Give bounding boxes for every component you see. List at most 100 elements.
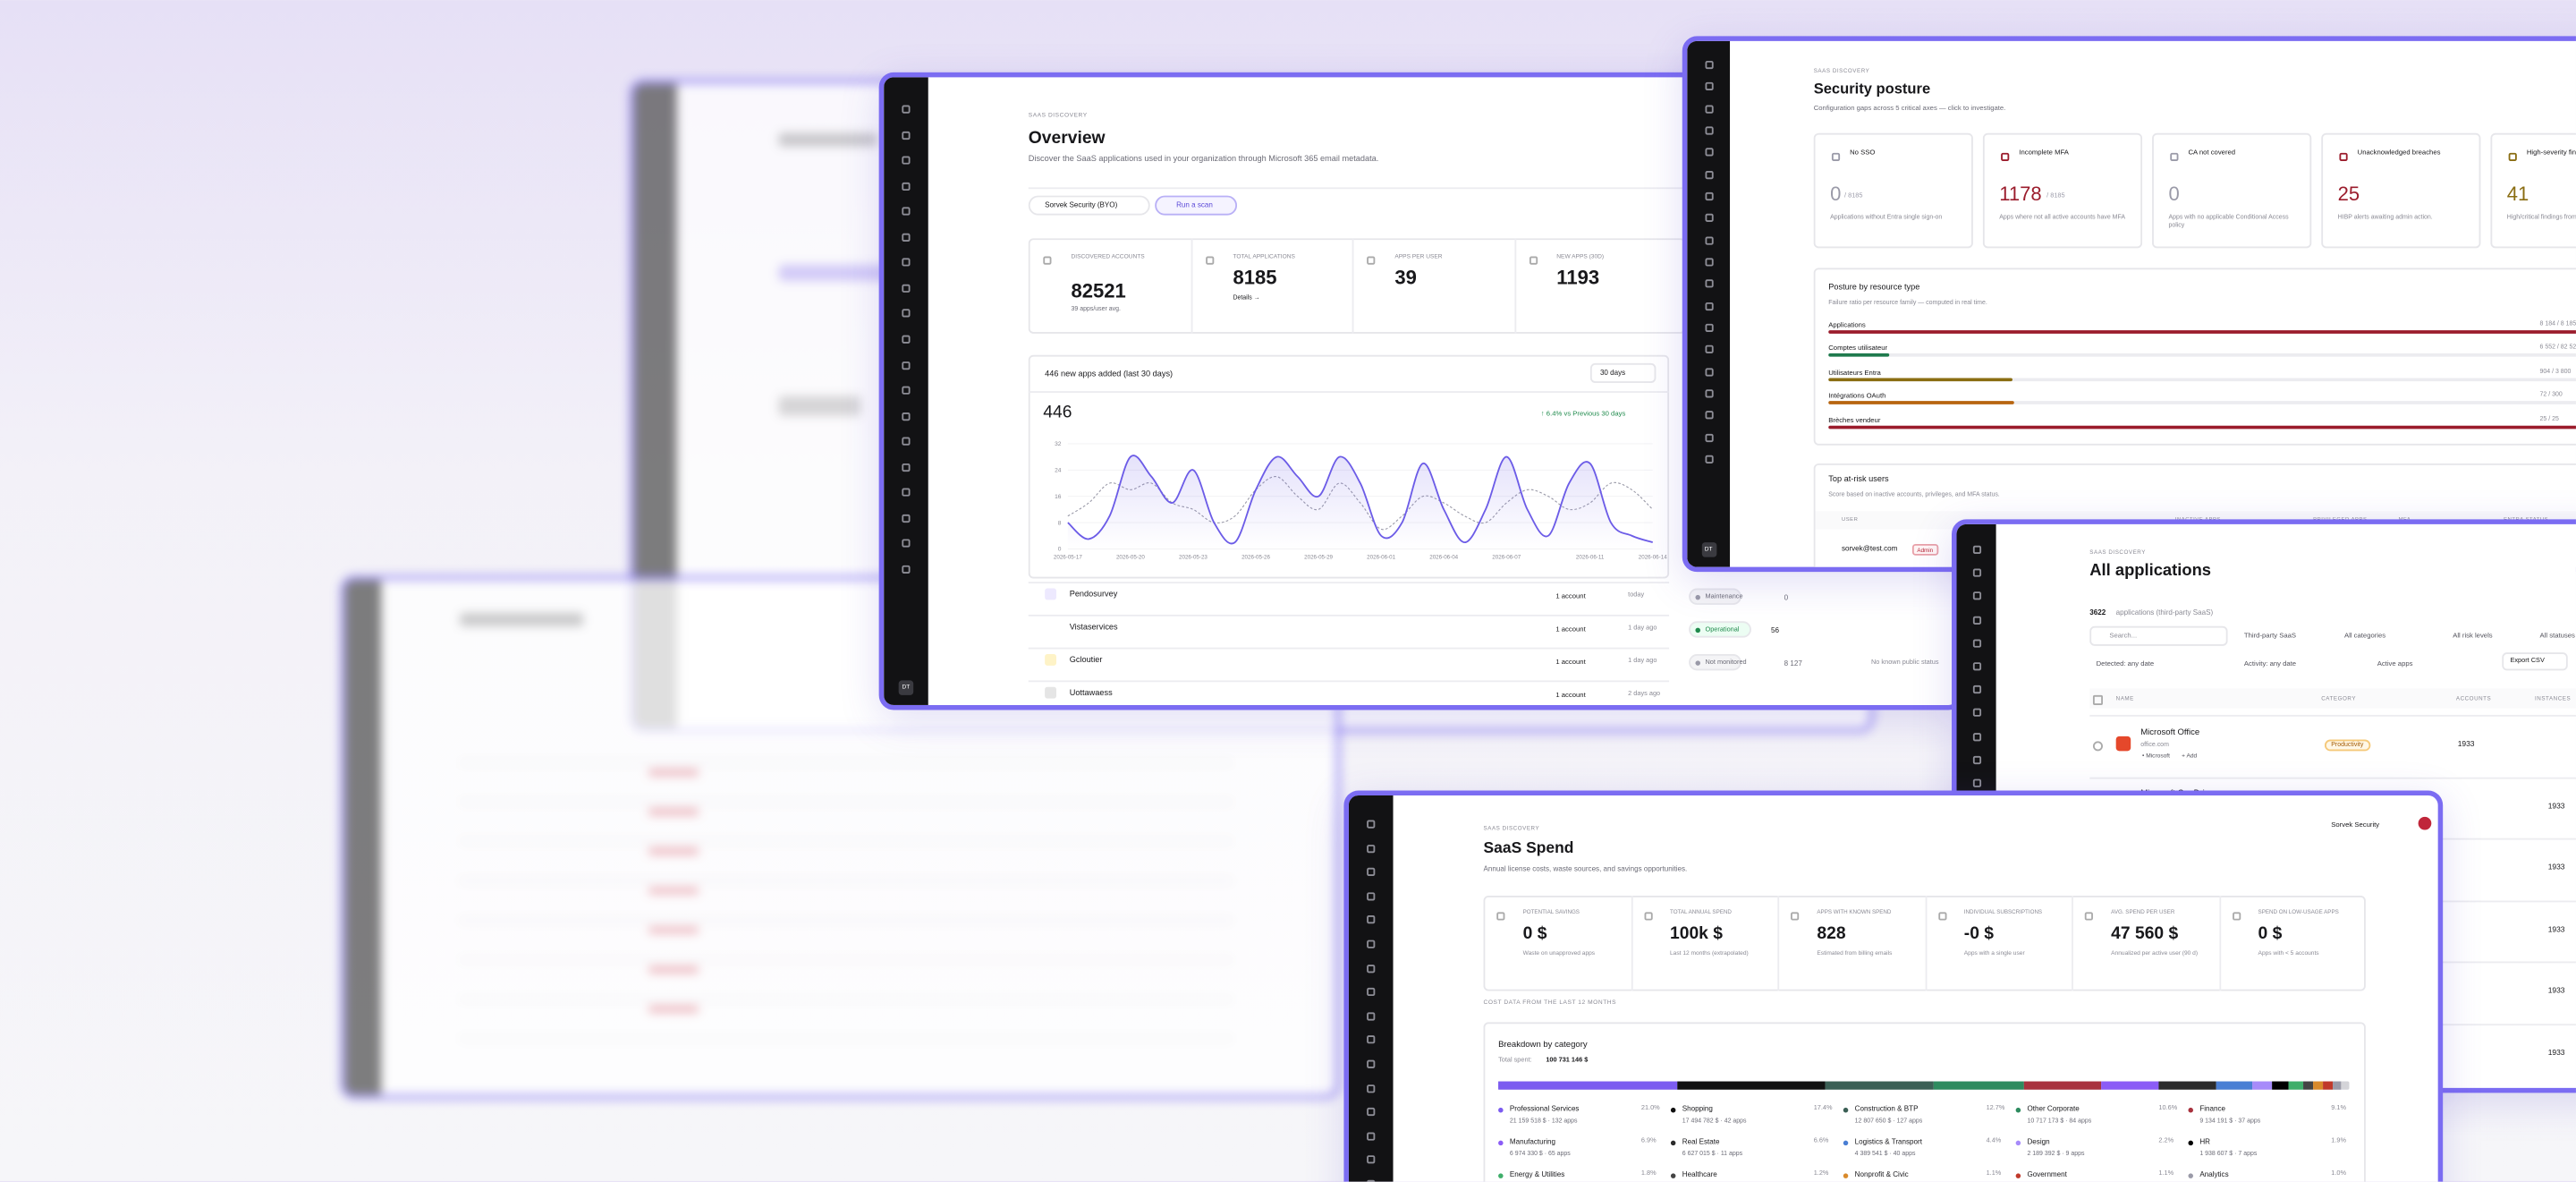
legend-dot (2015, 1139, 2021, 1145)
legend-detail: 6 627 015 $ · 11 apps (1682, 1150, 1743, 1158)
filter-select[interactable]: All risk levels (2453, 631, 2493, 640)
nav-icon (1704, 82, 1713, 91)
search-box[interactable] (2089, 625, 2228, 646)
blurred-window (340, 574, 1341, 1100)
legend-name: HR (2199, 1136, 2210, 1146)
nav-icon (1971, 616, 1981, 625)
kpi-divider (2218, 896, 2220, 991)
chart-delta: ↑ 6.4% vs Previous 30 days (1540, 409, 1626, 418)
legend-dot (2015, 1107, 2021, 1112)
status-pill (1689, 588, 1741, 605)
nav-icon (1367, 1084, 1376, 1093)
scan-button-label: Run a scan (1176, 200, 1213, 209)
nav-icon (902, 335, 911, 344)
x-tick-label: 2026-05-20 (1116, 554, 1145, 560)
filter-select[interactable]: Activity: any date (2243, 659, 2297, 668)
page-title: SaaS Spend (1483, 839, 1574, 858)
instances: 1933 (2547, 1048, 2565, 1057)
stack-segment (2159, 1081, 2216, 1090)
legend-share: 12.7% (1986, 1102, 2005, 1111)
resource-name: Utilisateurs Entra (1828, 368, 1881, 377)
app-count-note: applications (third-party SaaS) (2115, 608, 2214, 617)
tenant-selector[interactable]: Sorvek Security (2331, 820, 2380, 829)
nav-icon (1971, 545, 1981, 554)
range-select[interactable] (1589, 362, 1657, 383)
filter-select[interactable]: All categories (2343, 631, 2386, 640)
legend-detail: 2 189 392 $ · 9 apps (2027, 1150, 2085, 1158)
section-subtitle: Failure ratio per resource family — comp… (1828, 299, 1987, 306)
x-tick-label: 2026-06-11 (1576, 554, 1605, 560)
x-tick-label: 2026-06-04 (1429, 554, 1458, 560)
section-subtitle: Score based on inactive accounts, privil… (1828, 491, 2000, 498)
stack-segment (2100, 1081, 2160, 1090)
nav-icon (1704, 279, 1713, 289)
page-subtitle: Discover the SaaS applications used in y… (1028, 154, 1379, 165)
kpi-icon (1937, 912, 1946, 921)
nav-icon (1971, 568, 1981, 578)
nav-icon (1367, 988, 1376, 997)
kpi-label: TOTAL ANNUAL SPEND (1670, 908, 1732, 916)
app-name: Uottawaess (1069, 688, 1113, 699)
legend-detail: 1 938 607 $ · 7 apps (2199, 1150, 2258, 1158)
legend-name: Manufacturing (1509, 1136, 1556, 1146)
resource-track (1828, 378, 2576, 381)
y-tick-label: 16 (1055, 494, 1062, 500)
status-dot (1695, 626, 1700, 633)
legend-name: Nonprofit & Civic (1854, 1169, 1909, 1178)
filter-select[interactable]: Detected: any date (2096, 659, 2155, 668)
blurred-badges (648, 769, 699, 1033)
kpi-icon (2084, 912, 2093, 921)
app-accounts: 1 account (1555, 689, 1586, 698)
legend-detail: 4 389 541 $ · 40 apps (1854, 1150, 1916, 1158)
legend-detail: 17 494 782 $ · 42 apps (1682, 1117, 1747, 1125)
nav-icon (902, 540, 911, 548)
card-label: Incomplete MFA (2019, 148, 2069, 157)
card-icon (2508, 152, 2517, 161)
legend-dot (1498, 1107, 1504, 1112)
app-name: Gcloutier (1069, 655, 1103, 666)
nav-icon (1367, 940, 1376, 948)
nav-icon (1367, 1035, 1376, 1045)
kpi-note: Annualized per active user (90 d) (2111, 949, 2199, 957)
export-button[interactable] (2502, 652, 2568, 671)
status-dot (1695, 659, 1700, 665)
category-pill: Productivity (2324, 738, 2370, 752)
filter-select[interactable]: All statuses (2539, 631, 2575, 640)
nav-icon (1704, 433, 1713, 442)
app-accounts: 1 account (1555, 656, 1586, 665)
filter-select[interactable]: Active apps (2377, 659, 2413, 668)
kpi-label: AVG. SPEND PER USER (2111, 908, 2175, 916)
nav-icon (1704, 170, 1713, 179)
column-header: NAME (2115, 694, 2134, 702)
card-value: 1178 (1999, 182, 2042, 206)
app-icon (1045, 654, 1056, 666)
legend-name: Analytics (2199, 1169, 2229, 1178)
app-when: 1 day ago (1628, 622, 1657, 631)
app-icon (2115, 736, 2131, 752)
line-chart: 0 8 16 24 32 2026-05-17 2026-05-20 2026-05-23 20… (1054, 441, 1667, 560)
scan-button[interactable] (1155, 195, 1238, 216)
eyebrow: SAAS DISCOVERY (1813, 67, 1870, 74)
nav-icon (902, 182, 911, 191)
stack-segment (1933, 1081, 2024, 1090)
nav-icon (1704, 323, 1713, 333)
legend-name: Logistics & Transport (1854, 1136, 1922, 1146)
x-tick-label: 2026-06-07 (1492, 554, 1521, 560)
kpi-divider (1352, 238, 1353, 334)
stack-segment (2332, 1081, 2341, 1090)
resource-ratio: 8 184 / 8 185 (2539, 320, 2576, 327)
resource-name: Comptes utilisateur (1828, 344, 1888, 353)
kpi-label: INDIVIDUAL SUBSCRIPTIONS (1963, 908, 2043, 916)
stack-segment (2252, 1081, 2272, 1090)
legend-dot (1843, 1139, 1849, 1145)
card-label: Unacknowledged breaches (2357, 148, 2441, 157)
stack-segment (2313, 1081, 2323, 1090)
card-desc: Apps where not all active accounts have … (1999, 213, 2126, 221)
filter-select[interactable]: Third-party SaaS (2243, 631, 2297, 640)
legend-share: 6.9% (1640, 1135, 1657, 1144)
nav-icon (1367, 1012, 1376, 1021)
nav-icon (1704, 345, 1713, 354)
range-label: 30 days (1599, 368, 1626, 377)
app-count: 3622 (2089, 608, 2106, 617)
legend-share: 2.2% (2158, 1135, 2174, 1144)
